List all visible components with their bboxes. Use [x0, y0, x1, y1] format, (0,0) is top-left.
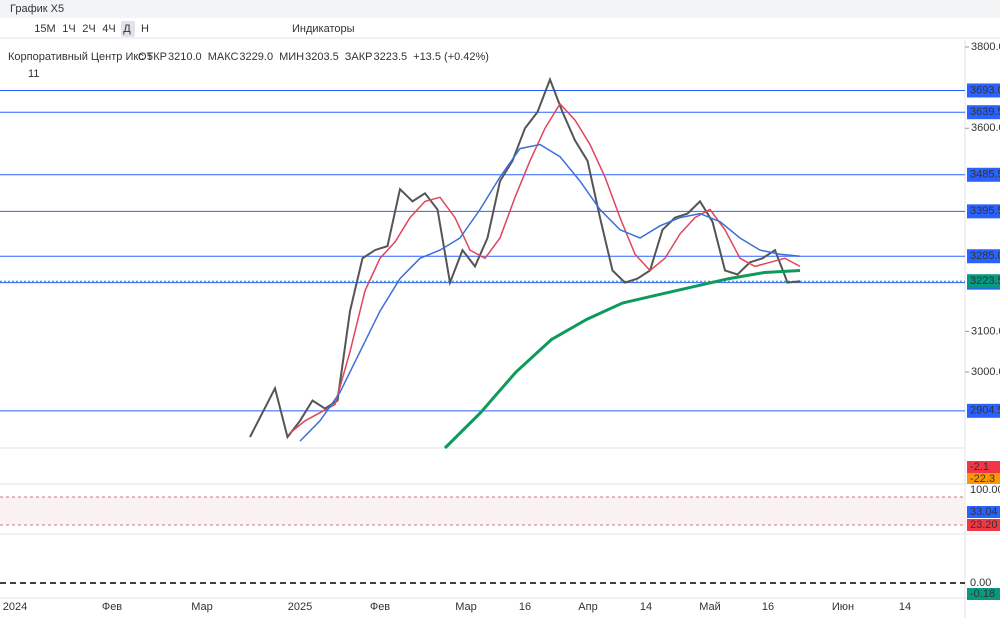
- x-tick-label: Фев: [102, 601, 122, 613]
- rsi-band: [0, 497, 965, 525]
- indicator-tag: [967, 588, 1000, 600]
- level-tag: [967, 249, 1000, 264]
- x-tick-label: 2024: [3, 601, 27, 613]
- legend-label: ОТКР: [138, 51, 167, 63]
- legend-change: +13.5 (+0.42%): [413, 51, 489, 63]
- indicator-tag: [967, 577, 1000, 589]
- symbol-name: Корпоративный Центр Икс 5: [8, 51, 153, 63]
- level-tag: [967, 167, 1000, 182]
- indicator-tag: [967, 519, 1000, 531]
- price-line: [249, 76, 801, 440]
- price-line: [299, 143, 801, 442]
- level-label: 3639.5: [970, 106, 1000, 118]
- y-tick-label: 3800.0: [971, 41, 1000, 53]
- indicator-label: 100.00: [970, 484, 1000, 496]
- x-tick-label: 2025: [288, 601, 312, 613]
- y-tick-label: 3600.0: [971, 122, 1000, 134]
- x-tick-label: Апр: [578, 601, 597, 613]
- x-tick-label: Мар: [191, 601, 213, 613]
- interval-button[interactable]: 2Ч: [82, 23, 95, 35]
- level-label: 2904.5: [970, 405, 1000, 417]
- legend-value: 3223.5: [373, 51, 407, 63]
- y-tick-label: 3100.0: [971, 325, 1000, 337]
- interval-button[interactable]: 1Ч: [62, 23, 75, 35]
- title-bar: [0, 0, 1000, 18]
- indicator-label: 23.20: [970, 519, 998, 531]
- legend-label: МАКС: [208, 51, 239, 63]
- interval-button[interactable]: 4Ч: [102, 23, 115, 35]
- level-tag: [967, 83, 1000, 98]
- x-tick-label: 14: [899, 601, 911, 613]
- legend-value: 3203.5: [305, 51, 339, 63]
- interval-active: [121, 21, 135, 37]
- interval-button[interactable]: Д: [123, 23, 131, 35]
- x-tick-label: Июн: [832, 601, 854, 613]
- indicator-label: 0.00: [970, 577, 991, 589]
- level-tag: [967, 204, 1000, 219]
- interval-button[interactable]: Н: [141, 23, 149, 35]
- x-tick-label: 16: [519, 601, 531, 613]
- x-tick-label: 16: [762, 601, 774, 613]
- search[interactable]: График X5: [10, 3, 64, 15]
- indicator-tag: [967, 461, 1000, 473]
- legend-label: ЗАКР: [345, 51, 373, 63]
- price-line: [443, 269, 801, 450]
- x-tick-label: Май: [699, 601, 721, 613]
- current-tag: [967, 274, 1000, 289]
- level-label: 3285.0: [970, 250, 1000, 262]
- level-tag: [967, 403, 1000, 418]
- indicator-tag: [967, 484, 1000, 496]
- current-label: 3223.5: [970, 275, 1000, 287]
- indicator-label: -2.1: [970, 461, 989, 473]
- level-label: 3693.0: [970, 84, 1000, 96]
- indicator-label: 33.04: [970, 506, 998, 518]
- x-tick-label: Мар: [455, 601, 477, 613]
- legend-value: 3210.0: [168, 51, 202, 63]
- y-tick-label: 3000.0: [971, 366, 1000, 378]
- indicator-count[interactable]: 11: [28, 68, 39, 80]
- level-tag: [967, 105, 1000, 120]
- indicator-label: -0.18: [970, 588, 995, 600]
- indicator-tag: [967, 473, 1000, 485]
- price-line: [289, 102, 801, 434]
- legend-value: 3229.0: [239, 51, 273, 63]
- indicators-button[interactable]: Индикаторы: [292, 23, 355, 35]
- level-label: 3395.5: [970, 205, 1000, 217]
- legend-label: МИН: [279, 51, 304, 63]
- indicator-label: -22.3: [970, 473, 995, 485]
- indicator-tag: [967, 506, 1000, 518]
- x-tick-label: 14: [640, 601, 652, 613]
- level-label: 3485.5: [970, 169, 1000, 181]
- x-tick-label: Фев: [370, 601, 390, 613]
- interval-button[interactable]: 15М: [34, 23, 55, 35]
